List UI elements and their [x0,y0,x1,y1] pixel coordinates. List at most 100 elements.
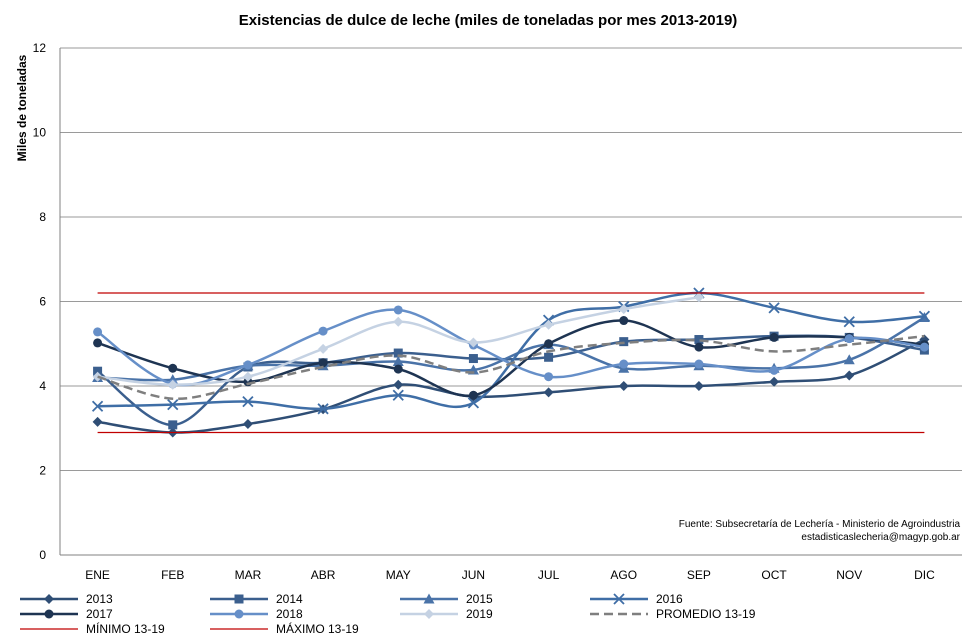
data-point [318,343,329,354]
data-point [843,316,855,328]
data-point [693,381,704,391]
data-point [694,335,704,345]
legend-entry: MÍNIMO 13-19 [20,621,165,636]
data-point [694,342,704,352]
data-point [424,609,434,619]
data-point [468,390,478,400]
series-2017 [93,316,929,400]
legend-label: 2017 [86,607,113,621]
data-point [92,371,103,382]
legend-entry: 2014 [210,592,303,606]
y-tick-label: 8 [39,210,46,224]
data-point [619,316,629,326]
data-point [544,339,554,349]
data-point [392,389,404,401]
data-point [234,594,244,604]
legend-label: 2013 [86,592,113,606]
legend-entry: 2019 [400,607,493,621]
data-point [44,594,54,604]
legend-entry: 2017 [20,607,113,621]
data-point [919,342,929,352]
data-point [769,332,779,342]
x-tick-label: DIC [914,568,935,582]
data-point [544,352,554,362]
data-point [168,363,178,373]
data-point [543,387,554,398]
data-point [423,593,435,604]
data-point [843,354,855,365]
legend-entry: MÁXIMO 13-19 [210,621,359,636]
y-tick-label: 12 [33,41,47,55]
x-tick-label: FEB [161,568,184,582]
data-point [167,398,179,411]
data-point [168,420,178,430]
series-2018 [93,305,929,389]
x-tick-label: ABR [311,568,336,582]
legend-label: 2014 [276,592,303,606]
data-point [392,355,404,366]
x-tick-label: SEP [687,568,711,582]
data-point [468,354,478,364]
data-point [619,337,629,347]
x-tick-label: MAY [386,568,411,582]
legend-label: MÍNIMO 13-19 [86,621,165,636]
data-point [393,364,403,374]
data-point [544,372,554,382]
legend-label: 2018 [276,607,303,621]
data-point [618,381,629,391]
data-point [318,358,328,368]
y-tick-label: 0 [39,548,46,562]
data-point [467,397,480,409]
data-point [393,348,403,358]
x-tick-label: OCT [761,568,787,582]
data-point [543,319,554,330]
series-promedio-13-19 [97,334,925,400]
y-axis-label: Miles de toneladas [15,54,29,161]
gridlines [60,47,962,471]
legend-entry: 2015 [400,592,493,606]
data-point [844,334,854,344]
chart-title: Existencias de dulce de leche (miles de … [239,12,738,29]
legend-entry: 2013 [20,592,113,606]
data-point [242,395,254,408]
data-point [91,400,104,412]
series-2019 [92,292,704,390]
legend-entry: PROMEDIO 13-19 [590,607,756,621]
data-point [613,593,625,605]
series-line [97,338,925,434]
x-tick-label: NOV [836,568,862,582]
data-point [393,379,404,390]
legend-label: MÁXIMO 13-19 [276,621,359,636]
series-line [96,308,925,387]
data-point [44,609,54,619]
series-line [97,334,925,400]
data-point [234,609,244,619]
legend-label: 2019 [466,607,493,621]
y-tick-label: 6 [39,295,46,309]
x-tick-label: AGO [610,568,637,582]
x-tick-label: JUN [462,568,485,582]
data-point [768,302,780,314]
data-point [918,310,931,322]
data-point [693,292,704,303]
legend-label: 2015 [466,592,493,606]
series-line [97,316,926,382]
data-point [393,316,404,327]
data-point [318,326,328,336]
data-point [167,379,178,390]
data-point [242,419,253,430]
data-point [92,416,103,427]
data-point [243,360,253,370]
legend-entry: 2018 [210,607,303,621]
x-tick-label: MAR [235,568,262,582]
data-point [618,304,629,315]
source-email: estadisticaslecheria@magyp.gob.ar [801,532,960,543]
data-point [769,376,780,387]
legend-entry: 2016 [590,592,683,606]
axes: 0 2 4 6 8 10 12 ENE FEB MAR ABR MAY JUN JUL AGO SEP OCT N… [33,41,962,582]
y-tick-label: 4 [39,379,46,393]
data-point [694,359,704,369]
data-point [242,371,253,382]
data-point [619,359,629,369]
